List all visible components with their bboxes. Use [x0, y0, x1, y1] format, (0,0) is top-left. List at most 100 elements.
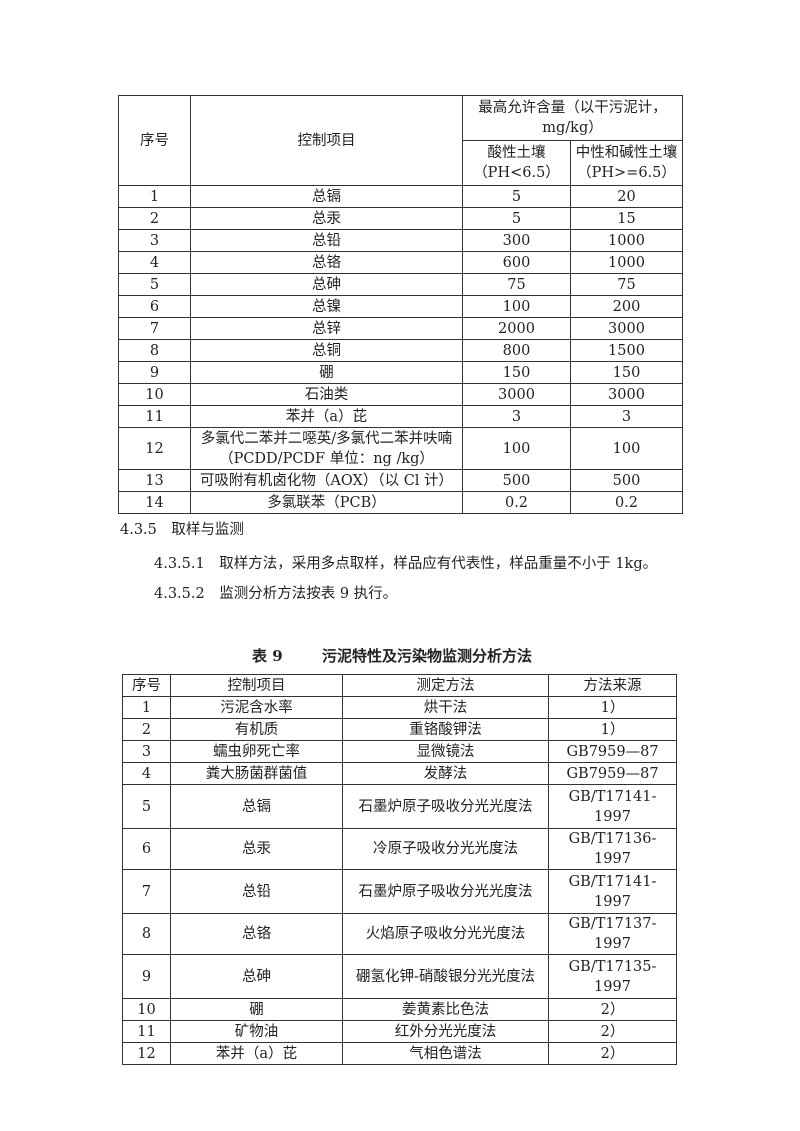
row-no: 4 [122, 762, 171, 785]
monitoring-methods-table: 序号 控制项目 测定方法 方法来源 1 污泥含水率 烘干法 1） 2 有机质 重铬酸钾法 1） 3 蠕虫… [122, 674, 677, 1065]
row-no: 12 [122, 1042, 171, 1065]
row-no: 6 [122, 828, 171, 870]
neutral-soil-limit: 75 [569, 273, 684, 296]
table-row: 7 总锌 2000 3000 [118, 317, 684, 340]
acid-soil-limit: 100 [462, 427, 571, 470]
table-row: 5 总镉 石墨炉原子吸收分光光度法 GB/T17141-1997 [122, 784, 677, 829]
acid-soil-limit: 75 [462, 273, 571, 296]
control-item: 可吸附有机卤化物（AOX）（以 Cl 计） [190, 469, 463, 492]
table-caption-number: 表 9 [252, 647, 283, 665]
control-item: 总砷 [190, 273, 463, 296]
table-row: 2 总汞 5 15 [118, 207, 684, 230]
control-item: 苯并（a）芘 [190, 405, 463, 428]
table-row: 3 蠕虫卵死亡率 显微镜法 GB7959—87 [122, 740, 677, 763]
test-method: 气相色谱法 [342, 1042, 549, 1065]
neutral-soil-limit: 100 [569, 427, 684, 470]
neutral-soil-limit: 1500 [569, 339, 684, 362]
method-source: 1） [548, 718, 677, 741]
table-row: 6 总镍 100 200 [118, 295, 684, 318]
row-no: 9 [118, 361, 191, 384]
neutral-soil-limit: 3000 [569, 317, 684, 340]
test-method: 石墨炉原子吸收分光光度法 [342, 784, 549, 829]
neutral-soil-limit: 1000 [569, 251, 684, 274]
row-no: 10 [118, 383, 191, 406]
row-no: 7 [122, 869, 171, 914]
table-row: 1 总镉 5 20 [118, 185, 684, 208]
method-source: GB7959—87 [548, 762, 677, 785]
row-no: 3 [122, 740, 171, 763]
method-source: 2） [548, 1042, 677, 1065]
control-item: 多氯联苯（PCB） [190, 491, 463, 514]
row-no: 8 [118, 339, 191, 362]
acid-soil-limit: 5 [462, 207, 571, 230]
row-no: 1 [118, 185, 191, 208]
table-row: 1 污泥含水率 烘干法 1） [122, 696, 677, 719]
acid-soil-limit: 2000 [462, 317, 571, 340]
method-source: GB/T17136-1997 [548, 828, 677, 870]
table-row: 3 总铅 300 1000 [118, 229, 684, 252]
control-item: 总镍 [190, 295, 463, 318]
test-method: 火焰原子吸收分光光度法 [342, 913, 549, 955]
table-row: 4 总铬 600 1000 [118, 251, 684, 274]
table-row: 12 多氯代二苯并二噁英/多氯代二苯并呋喃（PCDD/PCDF 单位：ng /kg… [118, 427, 684, 470]
control-item: 粪大肠菌群菌值 [170, 762, 343, 785]
table-row: 9 总砷 硼氢化钾-硝酸银分光光度法 GB/T17135-1997 [122, 954, 677, 999]
row-no: 2 [118, 207, 191, 230]
control-item: 总铬 [190, 251, 463, 274]
table-row: 11 苯并（a）芘 3 3 [118, 405, 684, 428]
row-no: 1 [122, 696, 171, 719]
header-cell: 控制项目 [170, 674, 343, 697]
control-item: 石油类 [190, 383, 463, 406]
test-method: 石墨炉原子吸收分光光度法 [342, 869, 549, 914]
test-method: 冷原子吸收分光光度法 [342, 828, 549, 870]
row-no: 14 [118, 491, 191, 514]
table-row: 8 总铬 火焰原子吸收分光光度法 GB/T17137-1997 [122, 913, 677, 955]
control-item: 总砷 [170, 954, 343, 999]
neutral-soil-limit: 3000 [569, 383, 684, 406]
method-source: 1） [548, 696, 677, 719]
section-heading: 4.3.5 取样与监测 [120, 522, 244, 538]
acid-soil-limit: 600 [462, 251, 571, 274]
table-row: 6 总汞 冷原子吸收分光光度法 GB/T17136-1997 [122, 828, 677, 870]
header-cell: 方法来源 [548, 674, 677, 697]
neutral-soil-limit: 150 [569, 361, 684, 384]
row-no: 5 [122, 784, 171, 829]
test-method: 硼氢化钾-硝酸银分光光度法 [342, 954, 549, 999]
header-max: 最高允许含量（以干污泥计，mg/kg） [461, 95, 684, 141]
control-item: 总镉 [170, 784, 343, 829]
test-method: 烘干法 [342, 696, 549, 719]
table-row: 5 总砷 75 75 [118, 273, 684, 296]
control-item: 苯并（a）芘 [170, 1042, 343, 1065]
header-cell: 测定方法 [342, 674, 549, 697]
method-source: GB/T17137-1997 [548, 913, 677, 955]
paragraph-sampling: 4.3.5.1 取样方法，采用多点取样，样品应有代表性，样品重量不小于 1kg。 [154, 556, 658, 572]
control-item: 总锌 [190, 317, 463, 340]
control-item: 总铅 [170, 869, 343, 914]
test-method: 显微镜法 [342, 740, 549, 763]
test-method: 重铬酸钾法 [342, 718, 549, 741]
neutral-soil-limit: 500 [569, 469, 684, 492]
method-source: GB/T17135-1997 [548, 954, 677, 999]
acid-soil-limit: 150 [462, 361, 571, 384]
table-row: 13 可吸附有机卤化物（AOX）（以 Cl 计） 500 500 [118, 469, 684, 492]
table-row: 11 矿物油 红外分光光度法 2） [122, 1020, 677, 1043]
method-source: GB/T17141-1997 [548, 869, 677, 914]
control-item: 总铬 [170, 913, 343, 955]
row-no: 2 [122, 718, 171, 741]
table-row: 8 总铜 800 1500 [118, 339, 684, 362]
control-item: 污泥含水率 [170, 696, 343, 719]
acid-soil-limit: 100 [462, 295, 571, 318]
row-no: 4 [118, 251, 191, 274]
control-item: 蠕虫卵死亡率 [170, 740, 343, 763]
neutral-soil-limit: 1000 [569, 229, 684, 252]
method-source: 2） [548, 1020, 677, 1043]
acid-soil-limit: 0.2 [462, 491, 571, 514]
row-no: 8 [122, 913, 171, 955]
pollutant-limits-table: 序号 控制项目 最高允许含量（以干污泥计，mg/kg） 酸性土壤（PH<6.5）… [118, 95, 684, 514]
neutral-soil-limit: 20 [569, 185, 684, 208]
neutral-soil-limit: 15 [569, 207, 684, 230]
row-no: 9 [122, 954, 171, 999]
test-method: 发酵法 [342, 762, 549, 785]
control-item: 总铜 [190, 339, 463, 362]
control-item: 多氯代二苯并二噁英/多氯代二苯并呋喃（PCDD/PCDF 单位：ng /kg） [190, 427, 463, 470]
